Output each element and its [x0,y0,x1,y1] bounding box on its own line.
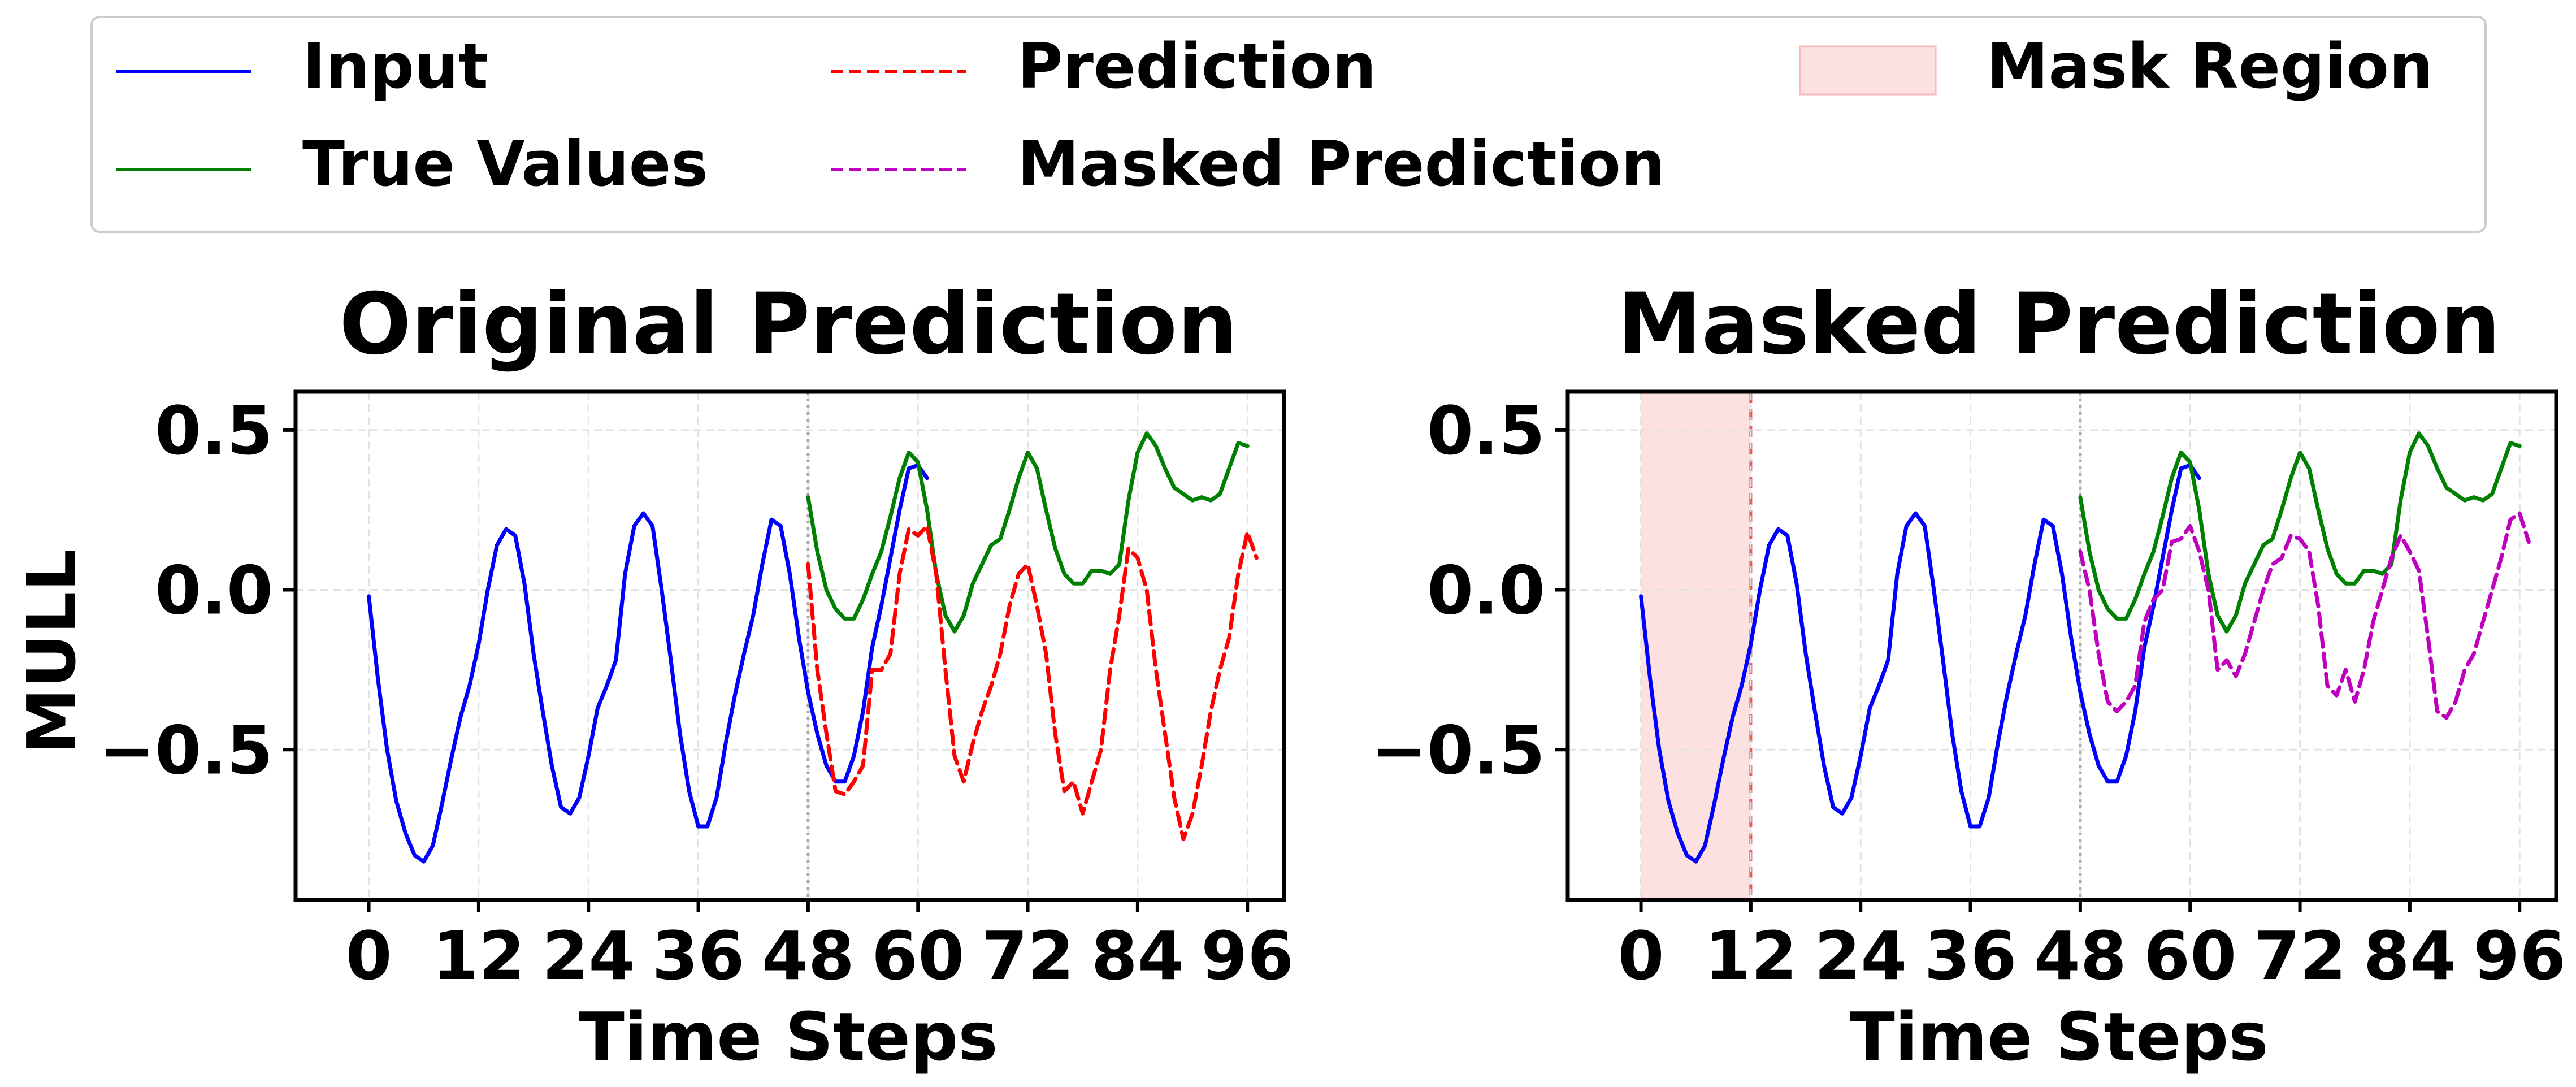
x-tick-label: 72 [981,917,1074,995]
legend: Input True Values Prediction Masked Pred… [90,16,2487,233]
legend-swatch-mask-region [1799,45,1937,96]
y-tick-label: 0.0 [1427,552,1545,630]
mask-region [1641,392,1751,900]
chart-title: Original Prediction [339,275,1238,374]
y-tick-label: 0.5 [1427,392,1545,470]
y-tick-label: −0.5 [99,711,273,789]
x-axis-label: Time Steps [579,998,998,1076]
plot-area: 0 12 24 36 48 60 72 84 96 0.5 0.0 −0.5 [99,389,1294,995]
x-tick-label: 0 [346,917,392,995]
y-tick-label: 0.5 [155,392,273,470]
x-tick-label: 84 [2363,917,2456,995]
x-tick-label: 12 [1705,917,1797,995]
x-tick-label: 24 [542,917,635,995]
series-line-input [1639,463,2201,864]
legend-label-prediction: Prediction [1017,30,1376,102]
axes-frame [293,389,1286,902]
x-tick-label: 36 [652,917,744,995]
series-line-masked-prediction [2078,511,2531,720]
legend-label-masked-prediction: Masked Prediction [1017,128,1665,200]
chart-title: Masked Prediction [1617,275,2500,374]
x-tick-label: 36 [1924,917,2016,995]
x-tick-label: 72 [2253,917,2346,995]
y-tick-label: 0.0 [155,552,273,630]
series-line-true-values [2078,431,2522,634]
series-line-prediction [806,524,1259,842]
series-line-input [367,463,929,864]
x-tick-label: 48 [2034,917,2127,995]
plot-area: 0 12 24 36 48 60 72 84 96 0.5 0.0 −0.5 [1371,389,2566,995]
x-tick-label: 84 [1091,917,1184,995]
series-line-true-values [806,431,1250,634]
x-tick-label: 24 [1814,917,1907,995]
legend-label-mask-region: Mask Region [1987,30,2433,102]
x-tick-label: 60 [2144,917,2236,995]
panel-original: Original Prediction 0 12 24 36 48 60 72 84 96 0.5… [12,275,1294,1076]
panel-masked: Masked Prediction 0 12 24 36 48 60 72 84 96 0.5 0.… [1371,275,2566,1076]
y-axis-label: MULL [12,549,90,755]
y-tick-label: −0.5 [1371,711,1545,789]
legend-label-true-values: True Values [302,128,708,200]
x-tick-label: 48 [762,917,855,995]
x-axis-label: Time Steps [1849,998,2268,1076]
x-tick-label: 96 [1201,917,1294,995]
x-tick-label: 0 [1618,917,1664,995]
x-tick-label: 60 [871,917,964,995]
legend-label-input: Input [302,30,488,102]
x-tick-label: 96 [2473,917,2566,995]
x-tick-label: 12 [432,917,525,995]
axes-frame [1565,389,2558,902]
